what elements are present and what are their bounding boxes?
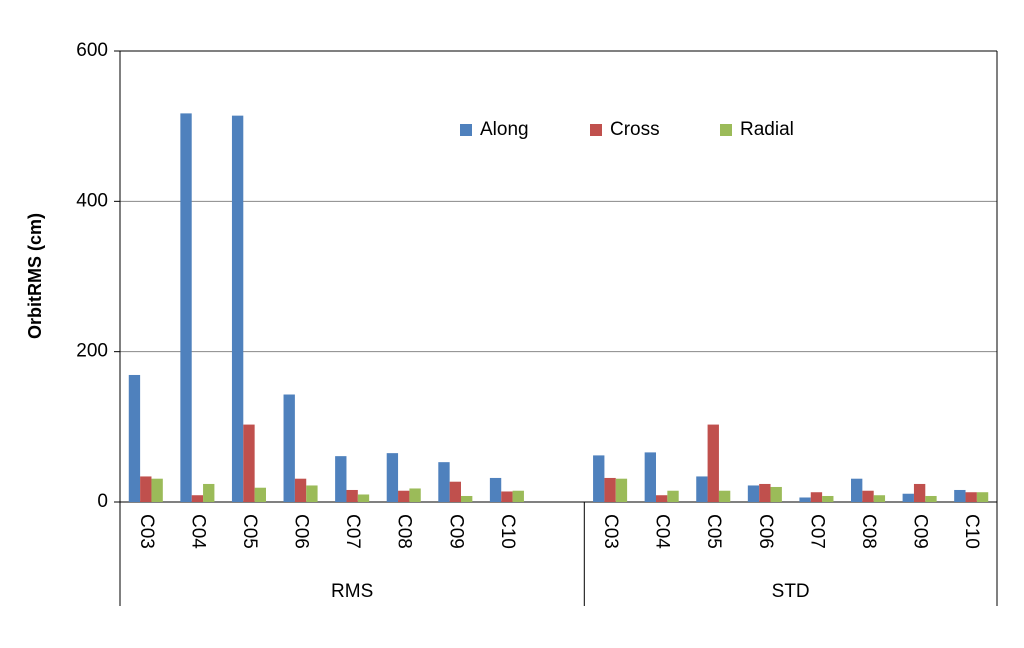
bar (799, 497, 811, 502)
x-tick-label: C04 (652, 514, 673, 549)
bar (283, 394, 295, 502)
bar (862, 490, 874, 502)
y-tick-label: 600 (76, 40, 108, 61)
bar (140, 476, 152, 502)
bar (593, 455, 605, 502)
bar (954, 489, 966, 502)
bar (386, 453, 399, 502)
x-tick-label: C04 (187, 514, 208, 549)
x-tick-label: C06 (755, 514, 776, 549)
x-tick-label: C07 (806, 514, 827, 549)
bar (243, 424, 255, 502)
bar (254, 487, 266, 502)
bar (438, 462, 450, 502)
bar (151, 478, 163, 502)
x-tick-label: C05 (703, 514, 724, 549)
bar (822, 495, 834, 502)
y-tick-label: 0 (97, 491, 108, 512)
x-tick-label: C06 (291, 514, 312, 549)
bar (707, 424, 719, 502)
y-axis-label: OrbitRMS (cm) (25, 213, 45, 339)
bar (409, 488, 421, 502)
bar (747, 485, 760, 502)
x-tick-label: C09 (445, 514, 466, 549)
x-tick-label: C10 (961, 514, 982, 549)
legend-swatch (720, 124, 732, 136)
bar (873, 495, 886, 502)
bar (913, 483, 926, 502)
x-tick-label: C08 (858, 514, 879, 549)
y-tick-label: 400 (76, 190, 108, 211)
bar (346, 489, 358, 502)
legend-label: Along (480, 119, 529, 140)
bar (306, 485, 318, 502)
bar (615, 478, 628, 502)
bar (696, 476, 708, 502)
x-tick-label: C07 (342, 514, 363, 549)
bar (976, 492, 989, 502)
bar (294, 478, 307, 502)
bar (604, 477, 616, 502)
x-tick-label: C03 (136, 514, 157, 549)
x-tick-label: C10 (497, 514, 518, 549)
bar (203, 483, 215, 502)
bar (191, 495, 204, 502)
legend-label: Cross (610, 119, 660, 140)
bar (501, 491, 513, 502)
legend-swatch (460, 124, 472, 136)
y-tick-label: 200 (76, 341, 108, 362)
legend-label: Radial (740, 119, 794, 140)
bar (925, 495, 937, 502)
bar (656, 495, 668, 502)
bar (667, 490, 679, 502)
bar (759, 483, 771, 502)
bar (128, 374, 141, 502)
bar (489, 477, 502, 502)
bar (965, 492, 977, 502)
bar (512, 490, 524, 502)
bar (644, 452, 657, 502)
bar (902, 493, 914, 502)
x-tick-label: C05 (239, 514, 260, 549)
x-tick-label: C03 (600, 514, 621, 549)
group-label: STD (772, 581, 810, 602)
bar (449, 481, 461, 502)
legend-swatch (590, 124, 602, 136)
x-tick-label: C08 (394, 514, 415, 549)
bar (231, 115, 244, 502)
bar (770, 486, 782, 502)
bar (335, 456, 347, 502)
x-tick-label: C09 (910, 514, 931, 549)
bar (180, 113, 192, 502)
bar (398, 490, 410, 502)
group-label: RMS (331, 581, 373, 602)
bar (718, 490, 731, 502)
bar (460, 495, 473, 502)
bar (357, 494, 370, 502)
bar (810, 492, 823, 502)
bar (851, 478, 863, 502)
